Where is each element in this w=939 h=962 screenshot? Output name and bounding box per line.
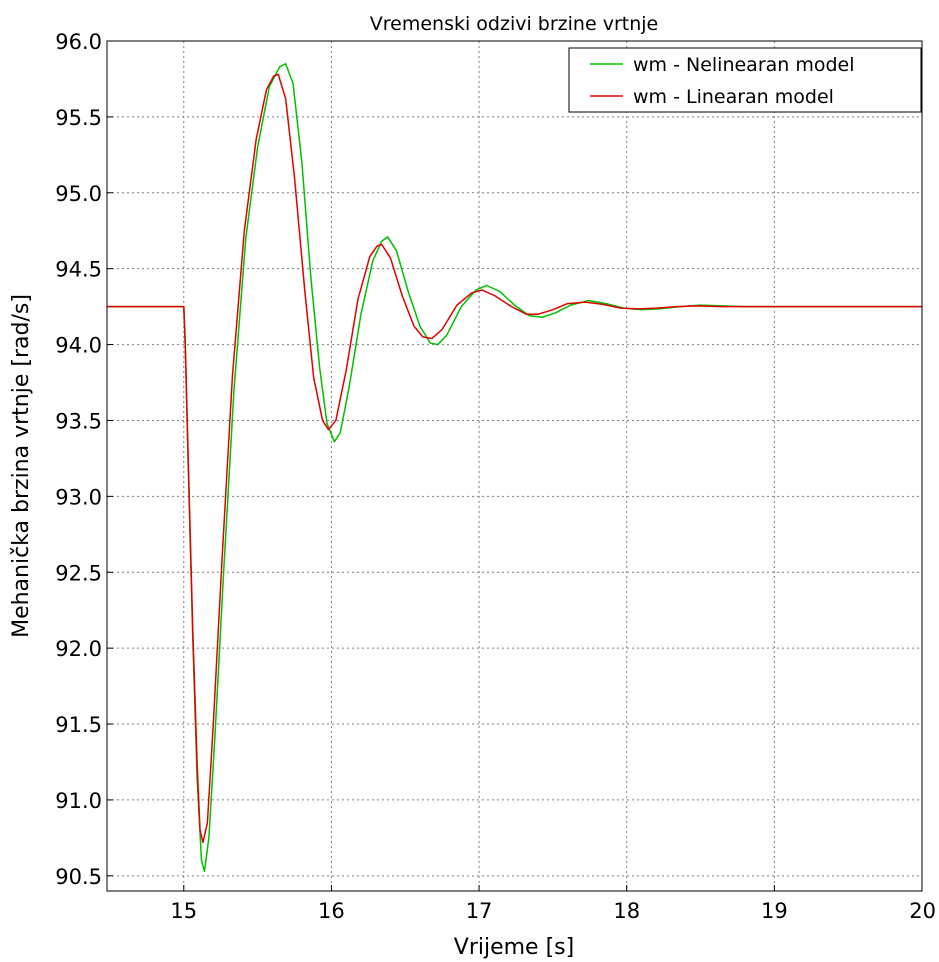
series-line-linearan: [107, 73, 922, 844]
y-tick-label: 94.0: [55, 334, 102, 358]
legend-box: [568, 47, 922, 113]
y-tick-label: 95.5: [55, 106, 102, 130]
legend-label-nelinearan: wm - Nelinearan model: [633, 54, 855, 76]
plot-border: [106, 40, 923, 892]
y-tick-label: 96.0: [55, 30, 102, 54]
y-tick-label: 91.5: [55, 713, 102, 737]
chart-title: Vremenski odzivi brzine vrtnje: [370, 13, 658, 35]
x-axis-label: Vrijeme [s]: [454, 935, 574, 960]
y-tick-label: 91.0: [55, 789, 102, 813]
y-tick-label: 92.0: [55, 637, 102, 661]
series-lines: [107, 63, 922, 873]
y-tick-label: 94.5: [55, 258, 102, 282]
grid-lines: [107, 41, 922, 891]
x-tick-label: 19: [761, 899, 788, 923]
y-tick-label: 93.0: [55, 485, 102, 509]
x-tick-label: 15: [170, 899, 197, 923]
plot-area: [106, 40, 923, 892]
y-axis-label: Mehanička brzina vrtnje [rad/s]: [9, 294, 34, 638]
x-tick-label: 17: [466, 899, 493, 923]
y-tick-label: 93.5: [55, 409, 102, 433]
x-tick-label: 18: [613, 899, 640, 923]
y-tick-label: 95.0: [55, 182, 102, 206]
y-tick-label: 90.5: [55, 865, 102, 889]
x-tick-label: 20: [909, 899, 936, 923]
y-axis-ticks: 90.5 91.0 91.5 92.0 92.5 93.0 93.5 94.0 94.5 95.0…: [55, 30, 113, 889]
legend: wm - Nelinearan model wm - Linearan mode…: [568, 47, 922, 113]
series-line-nelinearan: [107, 63, 922, 873]
legend-label-linearan: wm - Linearan model: [633, 86, 834, 108]
y-tick-label: 92.5: [55, 561, 102, 585]
x-tick-label: 16: [318, 899, 345, 923]
x-axis-ticks: 15 16 17 18 19 20: [170, 885, 936, 923]
